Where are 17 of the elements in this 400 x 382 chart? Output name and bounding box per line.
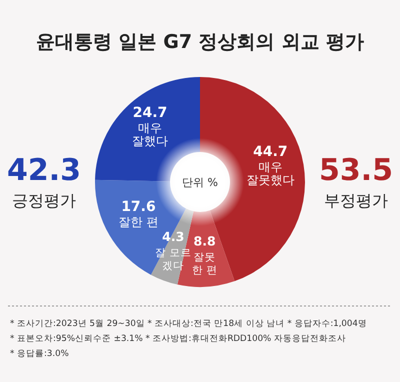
chart-title: 윤대통령 일본 G7 정상회의 외교 평가: [36, 31, 364, 53]
text: 42.3: [6, 153, 82, 188]
slice-label: 잘한 편: [118, 215, 158, 230]
text: * 응답률:3.0%: [10, 349, 69, 359]
text: 단위 %: [182, 176, 218, 189]
text: 부정평가: [324, 191, 388, 210]
slice-label: 매우 잘했다: [132, 121, 168, 148]
text: 53.5: [318, 153, 394, 188]
text: * 표본오차:95%신뢰수준 ±3.1% * 조사방법:휴대전화RDD100% 자동응답전화조사: [10, 334, 346, 344]
data-label: 44.7: [253, 144, 288, 160]
data-label: 17.6: [121, 199, 156, 216]
data-label: 8.8: [194, 234, 216, 249]
slice-label: 잘못한 편: [192, 252, 218, 277]
text: 긍정평가: [12, 191, 76, 210]
data-label: 24.7: [132, 105, 168, 121]
slice-label: 매우 잘못했다: [246, 160, 294, 188]
text: * 조사기간:2023년 5월 29~30일 * 조사대상:전국 만18세 이상 남녀 * 응답자수:1,004명: [10, 319, 367, 329]
